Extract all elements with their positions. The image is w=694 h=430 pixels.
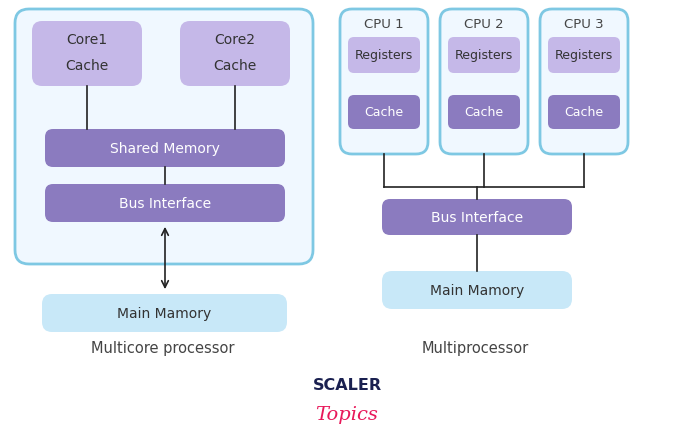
Text: CPU 2: CPU 2: [464, 18, 504, 31]
Text: Registers: Registers: [455, 49, 513, 62]
FancyBboxPatch shape: [440, 10, 528, 155]
Text: Registers: Registers: [555, 49, 613, 62]
Text: Cache: Cache: [65, 59, 109, 73]
FancyBboxPatch shape: [15, 10, 313, 264]
Text: Registers: Registers: [355, 49, 413, 62]
FancyBboxPatch shape: [548, 96, 620, 130]
Text: CPU 3: CPU 3: [564, 18, 604, 31]
Text: Cache: Cache: [364, 106, 404, 119]
FancyBboxPatch shape: [348, 38, 420, 74]
FancyBboxPatch shape: [340, 10, 428, 155]
Text: CPU 1: CPU 1: [364, 18, 404, 31]
FancyBboxPatch shape: [45, 130, 285, 168]
FancyBboxPatch shape: [32, 22, 142, 87]
FancyBboxPatch shape: [382, 271, 572, 309]
FancyBboxPatch shape: [540, 10, 628, 155]
Text: Multicore processor: Multicore processor: [91, 340, 235, 355]
FancyBboxPatch shape: [348, 96, 420, 130]
Text: Multiprocessor: Multiprocessor: [421, 340, 529, 355]
Text: Main Mamory: Main Mamory: [430, 283, 524, 297]
Text: Main Mamory: Main Mamory: [117, 306, 212, 320]
Text: Core2: Core2: [214, 33, 255, 47]
Text: Shared Memory: Shared Memory: [110, 141, 220, 156]
FancyBboxPatch shape: [45, 184, 285, 222]
FancyBboxPatch shape: [42, 294, 287, 332]
Text: Bus Interface: Bus Interface: [431, 211, 523, 224]
FancyBboxPatch shape: [448, 96, 520, 130]
Text: Core1: Core1: [67, 33, 108, 47]
FancyBboxPatch shape: [382, 200, 572, 236]
Text: Topics: Topics: [316, 405, 378, 423]
Text: SCALER: SCALER: [312, 377, 382, 392]
Text: Cache: Cache: [564, 106, 604, 119]
Text: Cache: Cache: [213, 59, 257, 73]
FancyBboxPatch shape: [548, 38, 620, 74]
FancyBboxPatch shape: [180, 22, 290, 87]
Text: Cache: Cache: [464, 106, 504, 119]
Text: Bus Interface: Bus Interface: [119, 197, 211, 211]
FancyBboxPatch shape: [448, 38, 520, 74]
